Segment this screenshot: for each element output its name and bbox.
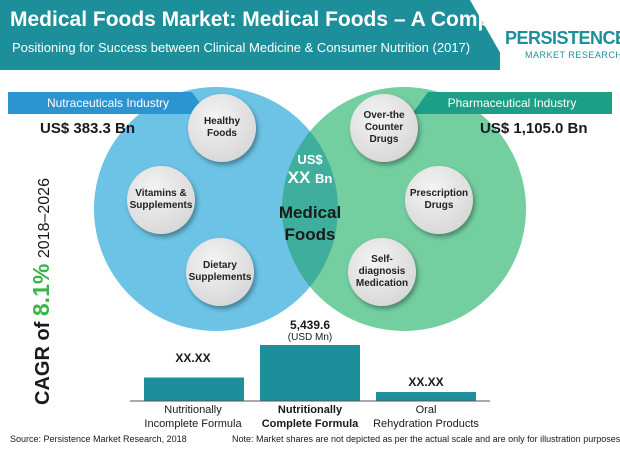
bubble-vitamins: Vitamins & Supplements	[127, 166, 195, 234]
logo-subtext: MARKET RESEARCH	[525, 50, 620, 60]
center-label: Medical Foods	[278, 203, 342, 245]
logo-box	[500, 0, 620, 70]
source-note: Source: Persistence Market Research, 201…	[10, 434, 187, 444]
logo-text: PERSISTENCE	[505, 28, 620, 48]
bar-category-label: Oral Rehydration Products	[373, 404, 479, 430]
bubble-dietary: Dietary Supplements	[186, 238, 254, 306]
footnote: Note: Market shares are not depicted as …	[232, 434, 620, 444]
right-circle	[282, 87, 526, 331]
bar-value-label: XX.XX	[175, 351, 211, 365]
bar-value-label: 5,439.6	[289, 318, 331, 332]
center-value: XX Bn	[287, 168, 333, 187]
bar-category-label: Nutritionally Complete Formula	[261, 404, 359, 430]
nutraceuticals-label: Nutraceuticals Industry	[8, 92, 208, 114]
nutraceuticals-value: US$ 383.3 Bn	[40, 120, 136, 137]
pharmaceutical-label: Pharmaceutical Industry	[412, 92, 612, 114]
pharmaceutical-value: US$ 1,105.0 Bn	[480, 120, 588, 137]
page-title: Medical Foods Market: Medical Foods – A …	[10, 8, 554, 31]
bar-unit-label: (USD Mn)	[287, 332, 333, 343]
bar-0	[144, 377, 244, 401]
page-subtitle: Positioning for Success between Clinical…	[12, 40, 471, 55]
bubble-healthy-foods: Healthy Foods	[188, 94, 256, 162]
left-circle	[94, 87, 338, 331]
bar-category-label: Nutritionally Incomplete Formula	[144, 404, 242, 430]
bubble-otc-drugs: Over-the Counter Drugs	[350, 94, 418, 162]
bar-2	[376, 392, 476, 401]
bubble-prescription: Prescription Drugs	[405, 166, 473, 234]
bar-1	[260, 345, 360, 401]
bubble-self-diagnosis: Self-diagnosis Medication	[348, 238, 416, 306]
center-currency: US$	[297, 152, 323, 167]
bar-value-label: XX.XX	[408, 375, 444, 389]
